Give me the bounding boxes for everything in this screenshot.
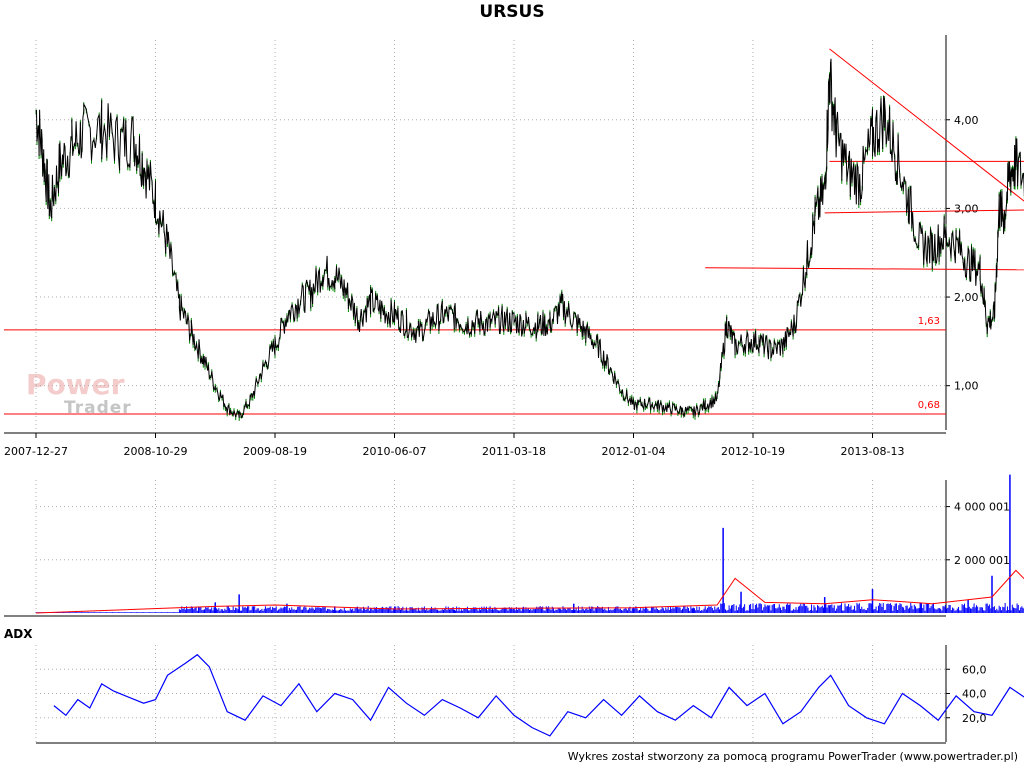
adx-series-line bbox=[53, 653, 1024, 737]
price-y-tick-label: 1,00 bbox=[954, 380, 979, 393]
price-y-tick-label: 2,00 bbox=[954, 291, 979, 304]
volume-average-line bbox=[35, 569, 1024, 614]
watermark-power: Power bbox=[26, 368, 125, 401]
x-tick-label: 2013-08-13 bbox=[841, 445, 905, 458]
price-y-tick-label: 3,00 bbox=[954, 202, 979, 215]
x-tick-label: 2012-01-04 bbox=[602, 445, 666, 458]
x-tick-label: 2012-10-19 bbox=[721, 445, 785, 458]
trend-line bbox=[829, 48, 1024, 202]
watermark-trader: Trader bbox=[64, 398, 132, 418]
footer-credit: Wykres został stworzony za pomocą progra… bbox=[567, 750, 1018, 763]
trend-line bbox=[705, 267, 1024, 271]
chart-title: URSUS bbox=[479, 2, 545, 22]
x-tick-label: 2011-03-18 bbox=[482, 445, 546, 458]
volume-y-tick-label: 4 000 001 bbox=[954, 501, 1010, 514]
x-tick-label: 2010-06-07 bbox=[363, 445, 427, 458]
price-series-line bbox=[35, 58, 1024, 420]
x-tick-label: 2007-12-27 bbox=[4, 445, 68, 458]
adx-y-tick-label: 20,0 bbox=[962, 712, 987, 725]
adx-y-tick-label: 60,0 bbox=[962, 663, 987, 676]
trend-line bbox=[824, 209, 1024, 214]
support-line-label: 0,68 bbox=[918, 400, 940, 411]
price-y-tick-label: 4,00 bbox=[954, 114, 979, 127]
adx-label: ADX bbox=[4, 627, 33, 641]
volume-y-tick-label: 2 000 001 bbox=[954, 554, 1010, 567]
support-line-label: 1,63 bbox=[918, 316, 940, 327]
x-tick-label: 2009-08-19 bbox=[243, 445, 307, 458]
adx-y-tick-label: 40,0 bbox=[962, 688, 987, 701]
x-tick-label: 2008-10-29 bbox=[124, 445, 188, 458]
